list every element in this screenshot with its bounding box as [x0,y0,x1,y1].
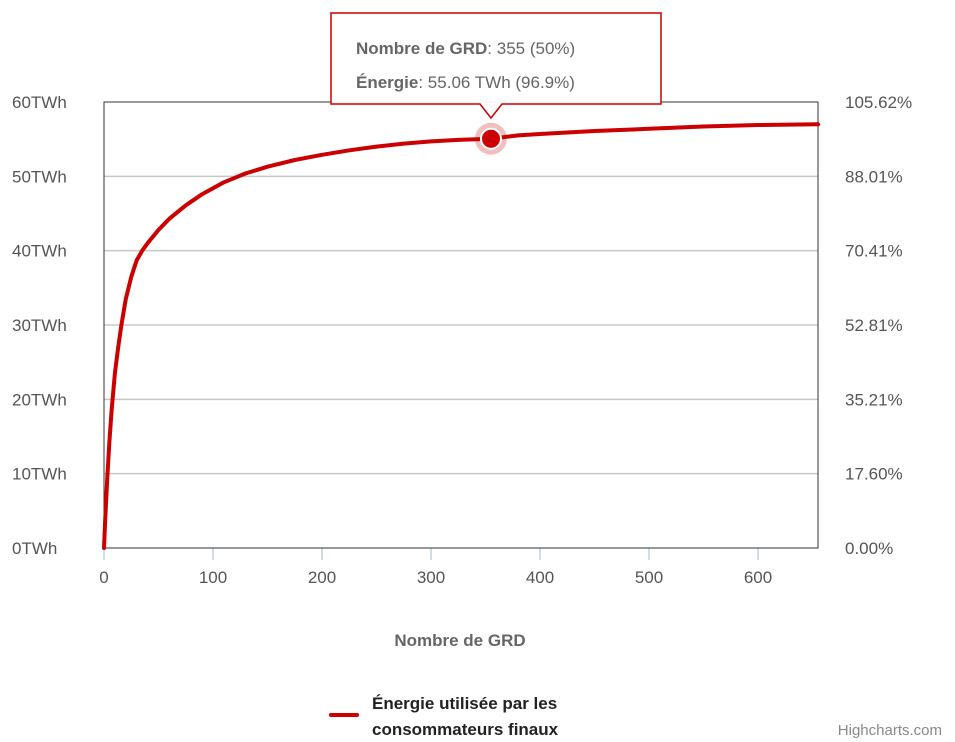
credits-link[interactable]: Highcharts.com [838,722,942,739]
x-tick-label: 600 [744,568,772,587]
grid-lines [104,175,818,475]
legend-item[interactable]: Énergie utilisée par les consommateurs f… [329,694,559,739]
x-axis: 0 100 200 300 400 500 600 [99,548,772,587]
x-tick-label: 0 [99,568,108,587]
left-axis: 0TWh 10TWh 20TWh 30TWh 40TWh 50TWh 60TWh [12,93,67,558]
tooltip-box [330,12,662,120]
tooltip-line-2: Énergie: 55.06 TWh (96.9%) [356,73,575,92]
y-tick-label-right: 17.60% [845,465,903,484]
x-axis-title: Nombre de GRD [394,631,525,650]
x-tick-label: 500 [635,568,663,587]
y-tick-label-left: 40TWh [12,242,67,261]
legend-label-line-1: Énergie utilisée par les [372,694,557,713]
x-tick-label: 300 [417,568,445,587]
tooltip: Nombre de GRD: 355 (50%) Énergie: 55.06 … [330,12,662,120]
tooltip-line-1-value: : 355 (50%) [487,39,575,58]
tooltip-line-1-label: Nombre de GRD [356,39,487,58]
x-tick-label: 400 [526,568,554,587]
y-tick-label-left: 0TWh [12,539,57,558]
legend-label-line-2: consommateurs finaux [372,720,559,739]
tooltip-line-2-value: : 55.06 TWh (96.9%) [418,73,575,92]
series-line[interactable] [102,122,820,550]
y-tick-label-left: 60TWh [12,93,67,112]
x-tick-label: 100 [199,568,227,587]
y-tick-label-right: 35.21% [845,390,903,409]
y-tick-label-right: 0.00% [845,539,893,558]
y-tick-label-left: 10TWh [12,465,67,484]
y-tick-label-left: 30TWh [12,316,67,335]
right-axis: 0.00% 17.60% 35.21% 52.81% 70.41% 88.01% 105.6… [845,93,912,558]
tooltip-line-2-label: Énergie [356,73,418,92]
y-tick-label-right: 52.81% [845,316,903,335]
x-tick-label: 200 [308,568,336,587]
tooltip-line-1: Nombre de GRD: 355 (50%) [356,39,575,58]
y-tick-label-left: 50TWh [12,167,67,186]
y-tick-label-right: 88.01% [845,167,903,186]
hover-point[interactable] [479,127,502,150]
y-tick-label-right: 105.62% [845,93,912,112]
y-tick-label-right: 70.41% [845,242,903,261]
y-tick-label-left: 20TWh [12,390,67,409]
